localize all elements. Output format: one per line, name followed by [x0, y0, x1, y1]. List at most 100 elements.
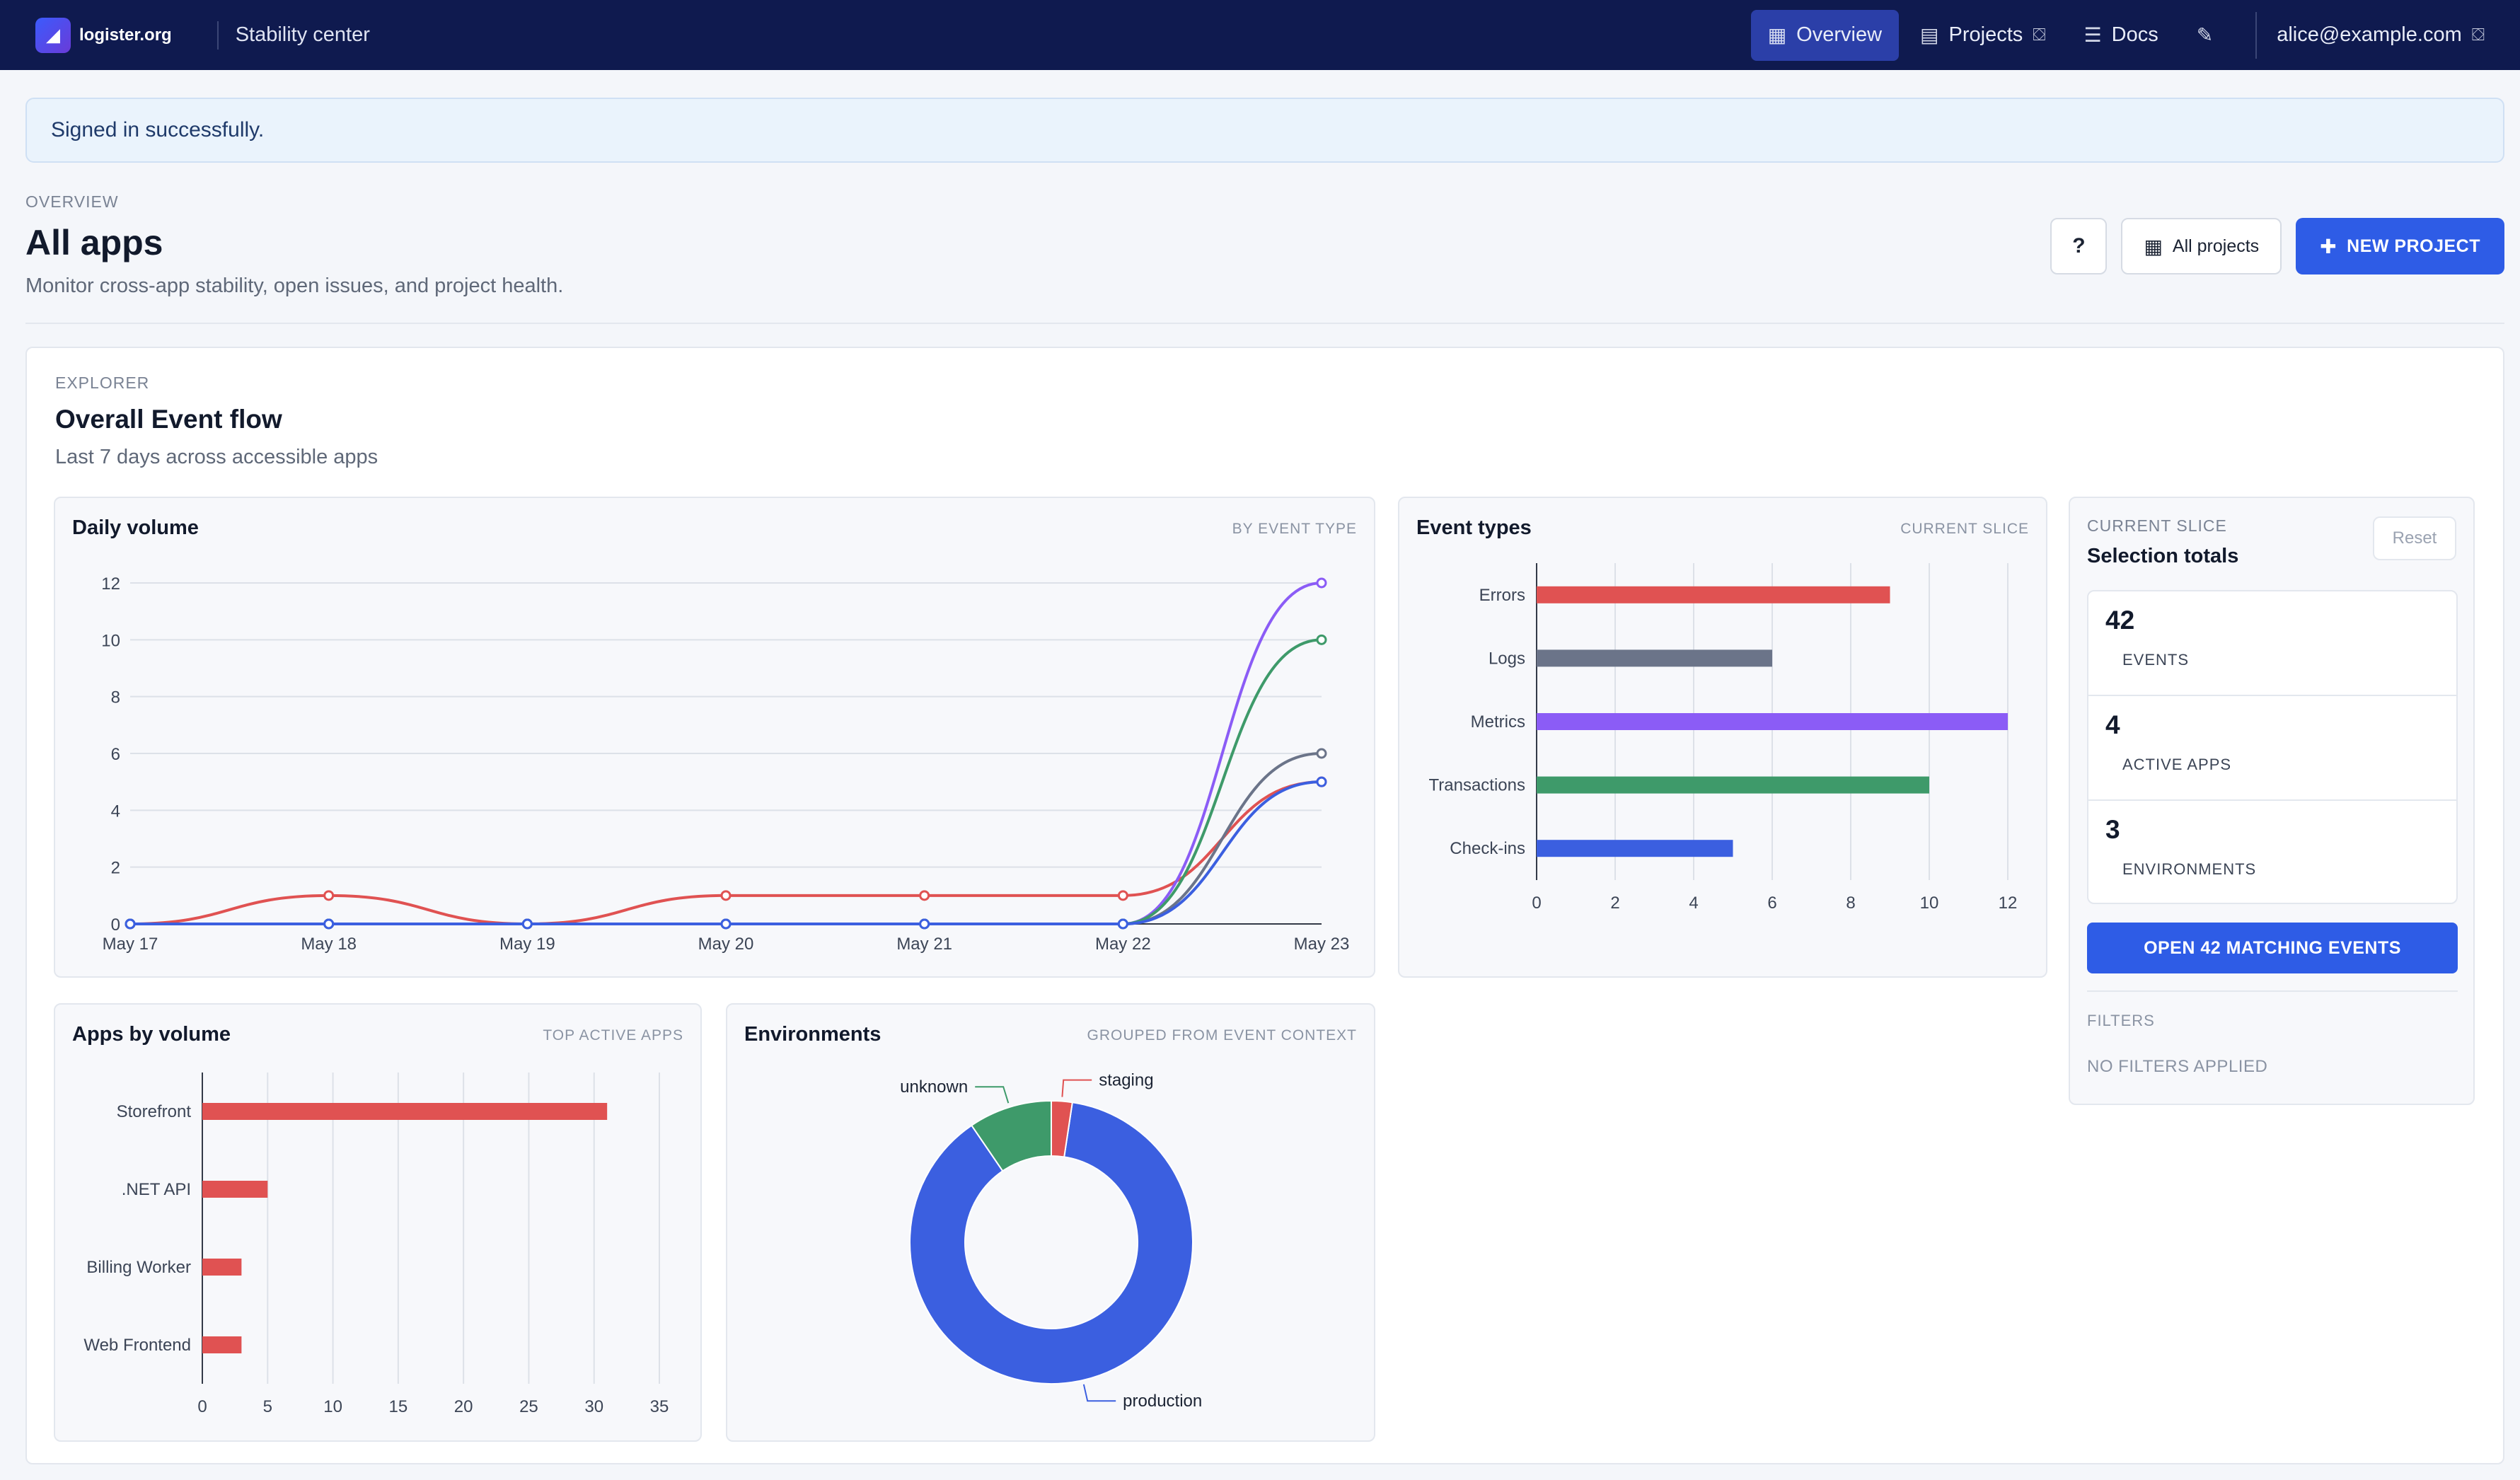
slice-eyebrow: CURRENT SLICE [2087, 516, 2227, 535]
explorer-title: Overall Event flow [55, 405, 282, 434]
nav-item-projects[interactable]: ▤ Projects ⛋ [1903, 10, 2063, 61]
nav-item-label: Projects [1948, 23, 2023, 46]
new-project-button[interactable]: ✚ NEW PROJECT [2296, 218, 2504, 274]
card-tag: GROUPED FROM EVENT CONTEXT [1087, 1027, 1357, 1043]
data-point-checkins [521, 918, 533, 930]
x-tick-label: 2 [1610, 894, 1619, 913]
stat-events: 42 EVENTS [2088, 591, 2456, 696]
series-line-errors [129, 780, 1322, 926]
y-tick-label: 8 [111, 688, 120, 707]
y-tick-label: Billing Worker [86, 1258, 191, 1277]
bar-logs [1537, 649, 1772, 667]
environments-chart[interactable]: production unknown staging [727, 1005, 1377, 1443]
apps-by-volume-chart[interactable]: 0 5 10 15 20 25 30 35 Storefront .NET API Billing … [55, 1005, 703, 1443]
leader-line-unknown [975, 1086, 1010, 1104]
x-tick-label: 30 [584, 1397, 603, 1416]
card-title: Daily volume [72, 516, 199, 539]
nav-item-label: Overview [1796, 23, 1883, 46]
nav-item-label: Docs [2111, 23, 2158, 46]
y-tick-label: .NET API [122, 1180, 191, 1199]
bar-transactions [1537, 776, 1929, 794]
plus-icon: ✚ [2320, 235, 2337, 258]
bar-errors [1537, 586, 1890, 603]
y-tick-label: Transactions [1429, 776, 1526, 795]
bar-billing-worker [202, 1259, 242, 1276]
nav-item-docs[interactable]: ☰ Docs [2067, 10, 2175, 61]
stat-value: 4 [2105, 710, 2120, 739]
event-types-chart[interactable]: 0 2 4 6 8 10 12 Errors Logs Metrics Transactions Ch… [1399, 498, 2049, 979]
y-tick-label: Web Frontend [83, 1336, 191, 1355]
slice-label: staging [1099, 1071, 1153, 1090]
header-divider [25, 323, 2504, 324]
y-tick-label: 12 [101, 574, 120, 594]
stat-label: ACTIVE APPS [2122, 756, 2232, 773]
brand[interactable]: ◢ logister.org [35, 17, 172, 53]
selection-stats: 42 EVENTS 4 ACTIVE APPS 3 ENVIRONMENTS [2087, 590, 2458, 904]
all-projects-label: All projects [2172, 236, 2260, 256]
data-point-checkins [1316, 776, 1327, 787]
data-point-checkins [720, 918, 732, 930]
bar-net-api [202, 1181, 268, 1198]
x-tick-label: 25 [519, 1397, 538, 1416]
x-tick-label: 0 [197, 1397, 207, 1416]
y-tick-label: Storefront [117, 1102, 192, 1121]
daily-volume-chart[interactable]: 0 2 4 6 8 10 12 May 17 May 18 May 19 May 20 May 21 M… [55, 498, 1377, 979]
x-tick-label: May 19 [499, 935, 555, 954]
open-matching-events-button[interactable]: OPEN 42 MATCHING EVENTS [2087, 923, 2458, 973]
bar-check-ins [1537, 840, 1733, 857]
x-tick-label: 20 [454, 1397, 473, 1416]
data-point-checkins [1117, 918, 1128, 930]
environments-card: Environments GROUPED FROM EVENT CONTEXT … [726, 1003, 1375, 1442]
card-tag: TOP ACTIVE APPS [543, 1027, 683, 1043]
chevron-down-icon: ⛋ [2471, 25, 2485, 45]
y-tick-label: 4 [111, 802, 120, 821]
x-tick-label: May 20 [698, 935, 754, 954]
x-tick-label: 12 [1999, 894, 2018, 913]
nav-item-feedback[interactable]: ✎ [2180, 10, 2240, 61]
stat-value: 42 [2105, 606, 2135, 635]
data-point-checkins [919, 918, 930, 930]
x-tick-label: 10 [1920, 894, 1939, 913]
card-title: Apps by volume [72, 1023, 231, 1046]
pen-icon: ✎ [2196, 24, 2214, 46]
reset-button[interactable]: Reset [2373, 516, 2456, 560]
bar-web-frontend [202, 1336, 242, 1353]
alert-message: Signed in successfully. [51, 118, 265, 141]
user-menu[interactable]: alice@example.com ⛋ [2277, 23, 2485, 47]
slice-title: Selection totals [2087, 545, 2239, 567]
x-tick-label: May 22 [1095, 935, 1151, 954]
current-slice-panel: CURRENT SLICE Selection totals Reset 42 … [2069, 497, 2475, 1105]
x-tick-label: May 18 [301, 935, 357, 954]
y-tick-label: 2 [111, 859, 120, 878]
x-tick-label: May 17 [103, 935, 158, 954]
y-tick-label: Check-ins [1450, 839, 1525, 858]
slice-label: production [1123, 1392, 1202, 1411]
stat-active-apps: 4 ACTIVE APPS [2088, 696, 2456, 801]
brand-name: logister.org [79, 25, 172, 45]
bar-metrics [1537, 713, 2008, 730]
grid-icon: ▤ [1920, 24, 1939, 46]
section-title: Stability center [235, 23, 370, 46]
help-button[interactable]: ? [2050, 218, 2108, 274]
slice-label: unknown [900, 1077, 968, 1097]
x-tick-label: 0 [1532, 894, 1541, 913]
card-tag: CURRENT SLICE [1900, 521, 2029, 537]
data-point-errors [919, 890, 930, 901]
page-subtitle: Monitor cross-app stability, open issues… [25, 274, 564, 297]
y-tick-label: 10 [101, 631, 120, 650]
leader-line-staging [1061, 1079, 1092, 1097]
leader-line-production [1082, 1384, 1116, 1402]
all-projects-button[interactable]: ▦ All projects [2121, 218, 2282, 274]
grid-icon: ▦ [2144, 235, 2163, 258]
explorer-eyebrow: EXPLORER [55, 374, 150, 392]
card-title: Environments [744, 1023, 882, 1046]
apps-by-volume-card: Apps by volume TOP ACTIVE APPS 0 5 10 15 20 2… [54, 1003, 702, 1442]
event-types-card: Event types CURRENT SLICE 0 2 4 6 8 10 12 Error… [1398, 497, 2047, 978]
page-title: All apps [25, 223, 163, 262]
data-point-metrics [1316, 577, 1327, 589]
y-tick-label: Logs [1489, 649, 1525, 668]
header-actions: ? ▦ All projects ✚ NEW PROJECT [2036, 218, 2504, 274]
nav-item-overview[interactable]: ▦ Overview [1750, 9, 1900, 61]
stat-environments: 3 ENVIRONMENTS [2088, 801, 2456, 906]
y-tick-label: Metrics [1471, 712, 1525, 732]
